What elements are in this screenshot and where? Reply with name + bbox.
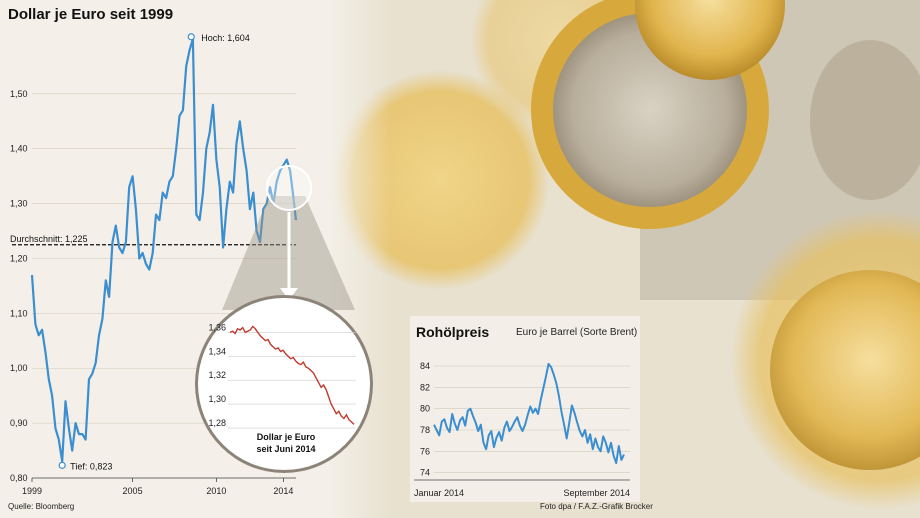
oil-y-tick-label: 74: [420, 468, 430, 478]
inset-y-tick-label: 1,30: [208, 394, 226, 404]
inset-circle: [198, 298, 370, 470]
inset-series-line: [229, 325, 355, 425]
y-tick-label: 1,10: [10, 308, 28, 318]
y-tick-label: 1,50: [10, 89, 28, 99]
dollar-euro-chart: 0,80 0,90 1,00 1,10 1,20 1,30 1,40 1,50 1999 2005…: [10, 33, 355, 496]
high-label: Hoch: 1,604: [201, 33, 250, 43]
x-tick-label: 1999: [22, 486, 42, 496]
high-marker: [187, 33, 195, 41]
y-tick-label: 1,20: [10, 253, 28, 263]
x-tick-label: 2005: [123, 486, 143, 496]
x-tick-label: 2014: [273, 486, 293, 496]
oil-series-line: [433, 362, 625, 465]
inset-title-line2: seit Juni 2014: [256, 444, 315, 454]
inset-y-tick-label: 1,36: [208, 322, 226, 332]
inset-y-tick-label: 1,34: [208, 346, 226, 356]
banknote-portrait: [810, 40, 920, 200]
callout-arrow-head: [280, 288, 298, 300]
source-note: Quelle: Bloomberg: [8, 502, 75, 511]
oil-chart-title: Rohölpreis: [416, 324, 490, 340]
low-label: Tief: 0,823: [70, 461, 112, 471]
inset-title-line1: Dollar je Euro: [257, 432, 316, 442]
y-tick-label: 0,90: [10, 418, 28, 428]
inset-chart: 1,28 1,30 1,32 1,34 1,36 Dollar je Euro seit J…: [195, 295, 373, 473]
y-tick-label: 1,30: [10, 199, 28, 209]
y-tick-label: 1,00: [10, 363, 28, 373]
chart-title: Dollar je Euro seit 1999: [8, 6, 174, 23]
oil-y-tick-label: 80: [420, 404, 430, 414]
average-label: Durchschnitt: 1,225: [10, 234, 88, 244]
oil-y-tick-label: 76: [420, 446, 430, 456]
y-tick-label: 0,80: [10, 473, 28, 483]
oil-y-tick-label: 84: [420, 361, 430, 371]
magnifier-circle: [266, 165, 312, 211]
inset-y-tick-label: 1,28: [208, 418, 226, 428]
credit-note: Foto dpa / F.A.Z.-Grafik Brocker: [540, 502, 653, 511]
oil-price-chart: 74 76 78 80 82 84 Januar 2014 September 2014: [414, 361, 630, 498]
oil-chart-subtitle: Euro je Barrel (Sorte Brent): [516, 327, 638, 338]
y-tick-label: 1,40: [10, 144, 28, 154]
euro-coin-gold: [635, 0, 785, 80]
oil-x-label-start: Januar 2014: [414, 488, 464, 498]
series-line: [30, 37, 298, 463]
oil-y-tick-label: 82: [420, 382, 430, 392]
oil-y-tick-label: 78: [420, 425, 430, 435]
inset-y-tick-label: 1,32: [208, 370, 226, 380]
low-marker: [58, 461, 66, 469]
euro-coin-gold: [770, 270, 920, 470]
oil-x-label-end: September 2014: [563, 488, 630, 498]
x-tick-label: 2010: [206, 486, 226, 496]
